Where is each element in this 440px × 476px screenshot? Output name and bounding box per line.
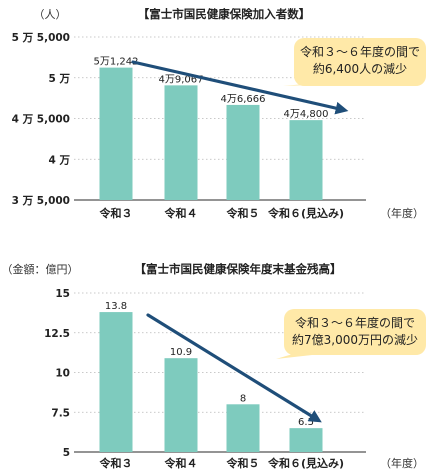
chart-title: 【富士市国民健康保険年度末基金残高】 [135, 262, 342, 276]
bar-4 [289, 120, 323, 200]
bar-2 [164, 358, 198, 452]
y-tick-label: 7.5 [51, 407, 70, 419]
y-tick-label: 15 [55, 288, 70, 300]
data-label: 4万9,067 [159, 74, 204, 85]
x-tick-label: 令和３ [99, 206, 133, 220]
trend-arrow [131, 60, 349, 115]
callout-line: 約7億3,000万円の減少 [292, 332, 418, 347]
chart-2: （金額：億円） 【富士市国民健康保険年度末基金残高】 5 7.5 10 12.5 15 13.… [2, 262, 426, 470]
x-unit-label: （年度） [380, 456, 424, 470]
data-label: 6.5 [298, 417, 314, 428]
y-tick-label: 4 万 5,000 [12, 114, 70, 126]
x-tick-label: 令和４ [164, 456, 198, 470]
x-tick-label: 令和３ [99, 456, 133, 470]
bar-1 [99, 312, 133, 452]
bar-4 [289, 428, 323, 452]
data-label: 4万4,800 [284, 109, 329, 120]
y-tick-label: 5 万 [49, 73, 71, 85]
callout-box [294, 38, 426, 86]
bar-2 [164, 85, 198, 200]
y-tick-label: 3 万 5,000 [12, 195, 70, 207]
x-tick-label: 令和５ [226, 456, 260, 470]
data-label: 8 [240, 393, 246, 404]
trend-arrow [146, 313, 322, 423]
bar-3 [226, 104, 260, 200]
callout-line: 約6,400人の減少 [313, 61, 407, 76]
bar-1 [99, 67, 133, 200]
data-label: 4万6,666 [221, 94, 266, 105]
y-tick-label: 4 万 [49, 154, 71, 166]
data-label: 10.9 [170, 347, 192, 358]
bar-3 [226, 404, 260, 452]
x-tick-label: 令和５ [226, 206, 260, 220]
y-tick-label: 12.5 [44, 328, 70, 340]
x-tick-label: 令和６(見込み) [267, 206, 344, 220]
y-unit-label: （金額：億円） [2, 262, 79, 276]
x-tick-label: 令和６(見込み) [267, 456, 344, 470]
x-tick-label: 令和４ [164, 206, 198, 220]
y-tick-label: 10 [55, 368, 70, 380]
callout-line: 令和３～６年度の間で [300, 44, 420, 59]
callout-box [284, 309, 426, 355]
chart-title: 【富士市国民健康保険加入者数】 [138, 7, 311, 21]
callout-line: 令和３～６年度の間で [295, 315, 415, 330]
data-label: 13.8 [105, 301, 127, 312]
data-label: 5万1,242 [94, 57, 139, 68]
y-tick-label: 5 万 5,000 [12, 32, 70, 44]
y-tick-label: 5 [63, 447, 70, 459]
y-unit-label: （人） [34, 8, 67, 21]
x-unit-label: （年度） [380, 206, 424, 220]
chart-1: （人） 【富士市国民健康保険加入者数】 3 万 5,000 4 万 4 万 5,000 5… [12, 7, 426, 220]
